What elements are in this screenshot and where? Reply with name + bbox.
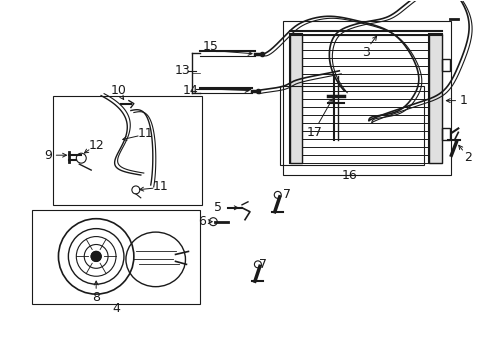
Bar (289, 34, 301, 163)
Text: 10: 10 (111, 84, 127, 97)
Text: 3: 3 (362, 46, 369, 59)
Bar (289, 34, 301, 163)
Circle shape (91, 251, 101, 261)
Text: 8: 8 (92, 291, 100, 303)
Text: 4: 4 (112, 302, 120, 315)
Text: 16: 16 (341, 168, 356, 181)
Text: 7: 7 (282, 188, 290, 201)
Text: 11: 11 (152, 180, 168, 193)
Bar (427, 34, 442, 163)
Bar (279, 86, 423, 165)
Bar (427, 34, 442, 163)
Text: 17: 17 (306, 126, 322, 139)
Bar (32, 210, 200, 304)
Text: 7: 7 (258, 258, 266, 271)
Bar (282, 21, 450, 175)
Text: 9: 9 (44, 149, 52, 162)
Bar (427, 34, 442, 163)
Text: 15: 15 (202, 40, 218, 53)
Text: 11: 11 (138, 127, 153, 140)
Bar (442, 129, 449, 140)
Text: 5: 5 (214, 201, 222, 214)
Text: 13: 13 (174, 64, 190, 77)
Bar (53, 96, 202, 205)
Text: 12: 12 (88, 139, 104, 152)
Bar (289, 34, 301, 163)
Text: 2: 2 (464, 151, 471, 164)
Text: 1: 1 (458, 94, 466, 107)
Bar (442, 59, 449, 71)
Text: 6: 6 (198, 215, 206, 228)
Text: 14: 14 (182, 84, 198, 97)
